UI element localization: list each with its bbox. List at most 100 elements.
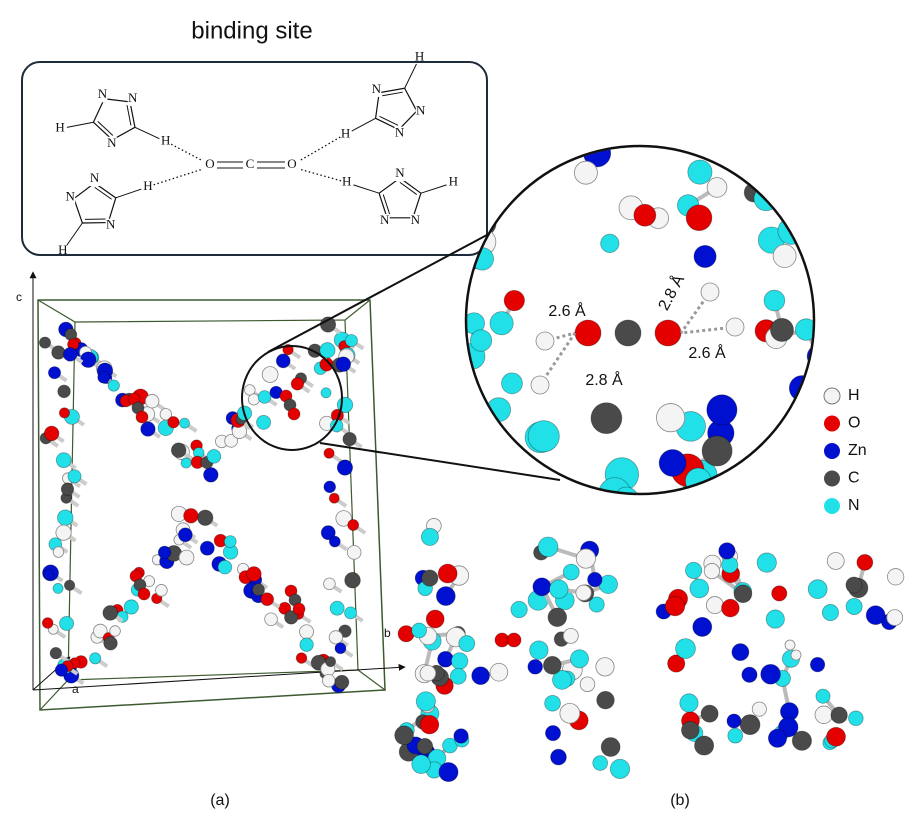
atom [545,695,561,711]
atom [330,601,344,615]
bond [382,92,402,96]
atom [438,651,454,667]
atom [601,738,620,757]
atom [325,657,335,667]
atom-label: H [55,120,64,135]
atom [596,658,614,676]
atom [727,714,741,728]
legend-label: H [848,387,860,404]
axis-label: a [72,682,79,696]
bond [67,122,94,127]
atom [701,283,719,301]
atom [761,664,781,684]
atom [764,470,796,502]
atom [412,755,431,774]
atom [791,650,801,660]
legend-label: C [848,470,860,487]
bond [67,223,82,245]
h-bond [299,137,340,161]
atom [778,218,805,245]
atom [345,607,357,619]
atom [531,376,549,394]
atom [436,587,455,606]
atom-label: N [416,103,426,118]
atom [171,443,186,458]
atom [511,601,527,617]
atom [785,640,795,650]
atom [756,459,784,487]
atom [690,579,709,598]
atom [655,320,681,346]
atom [53,583,63,593]
atom [887,610,903,626]
atom [528,659,543,674]
atom [742,667,757,682]
zoom-view [453,140,829,511]
atom [300,638,313,651]
atom [98,371,110,383]
atom [247,567,262,582]
atom [563,564,579,580]
atom [63,347,77,361]
atom [719,543,735,559]
atom [462,407,492,437]
atom [528,421,559,452]
atom [324,481,336,493]
atom [44,569,54,579]
atom [766,179,791,204]
atom [827,727,846,746]
atom [257,415,271,429]
bond [135,127,159,138]
axis-label: c [16,290,22,304]
atom [752,456,781,485]
atom [545,726,560,741]
atom [453,457,486,490]
atom-label: N [107,135,117,150]
atom [136,411,148,423]
atom [179,550,194,565]
atom [593,756,608,771]
figure: binding site OCONNHNHNNHNHNNHNHNNHNH c b… [0,0,913,819]
atom [597,691,615,709]
atom [846,577,862,593]
atom [460,160,487,187]
atom [345,335,357,347]
atom [575,320,601,346]
h-bond [154,169,203,185]
atom [145,394,159,408]
atom [337,460,352,475]
distance-label: 2.6 Å [688,343,726,362]
atom-label: H [58,242,67,257]
atom [276,354,290,368]
h-bond [299,169,341,181]
atom-label: H [342,174,351,189]
atom [740,715,760,735]
atom [345,572,361,588]
atom-label: N [380,212,390,227]
atom [706,597,723,614]
atom [44,426,59,441]
atom [665,596,685,616]
atom [420,715,439,734]
atom [681,721,699,739]
atom [707,178,727,198]
atom [417,738,433,754]
atom [124,600,138,614]
atom [533,578,551,596]
panel-b-structures [395,518,904,781]
atom [702,436,732,466]
panel-label: (b) [670,792,690,809]
atom [722,599,740,617]
h-bond [171,144,203,161]
atom [722,557,738,573]
atom [831,707,847,723]
atom [322,674,335,687]
atom [296,653,307,664]
atom [42,618,53,629]
atom [321,388,331,398]
atom [110,626,121,637]
atom [451,653,468,670]
atom-label: N [98,86,108,101]
bond [74,199,82,223]
atom [57,510,73,526]
